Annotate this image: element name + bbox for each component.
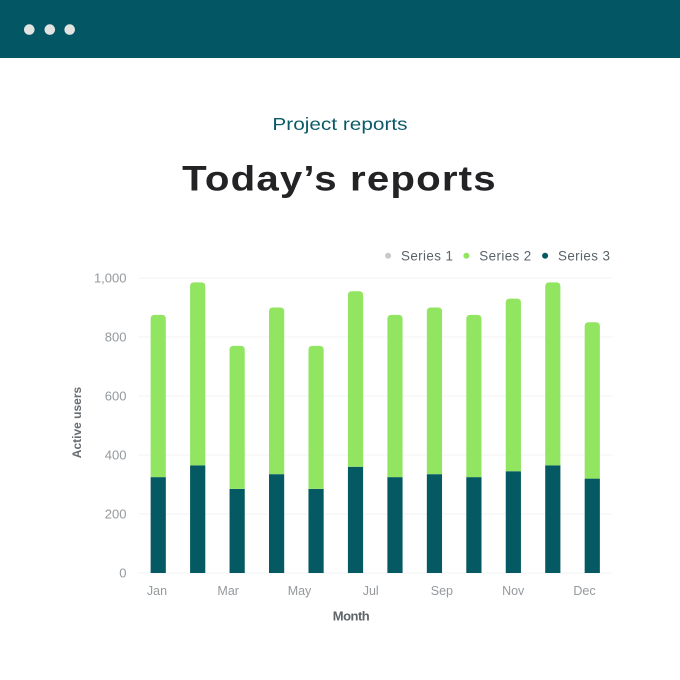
svg-text:Nov: Nov <box>502 584 525 598</box>
svg-text:Jul: Jul <box>363 584 379 598</box>
svg-text:0: 0 <box>119 566 126 581</box>
svg-text:Mar: Mar <box>217 584 239 598</box>
svg-text:600: 600 <box>105 389 127 404</box>
svg-text:Active users: Active users <box>70 386 84 458</box>
svg-text:200: 200 <box>105 507 127 522</box>
svg-text:800: 800 <box>105 330 127 345</box>
svg-text:Jan: Jan <box>147 584 167 598</box>
svg-text:400: 400 <box>105 448 127 463</box>
svg-text:Month: Month <box>333 609 370 624</box>
svg-text:Project reports: Project reports <box>272 114 407 134</box>
svg-text:Series 1: Series 1 <box>401 249 453 264</box>
svg-text:Dec: Dec <box>573 584 595 598</box>
svg-text:1,000: 1,000 <box>94 271 127 286</box>
svg-text:Series 2: Series 2 <box>479 249 531 264</box>
svg-text:Sep: Sep <box>431 584 453 598</box>
svg-text:Series 3: Series 3 <box>558 249 610 264</box>
svg-text:Today’s reports: Today’s reports <box>182 159 497 198</box>
svg-text:May: May <box>288 584 312 598</box>
